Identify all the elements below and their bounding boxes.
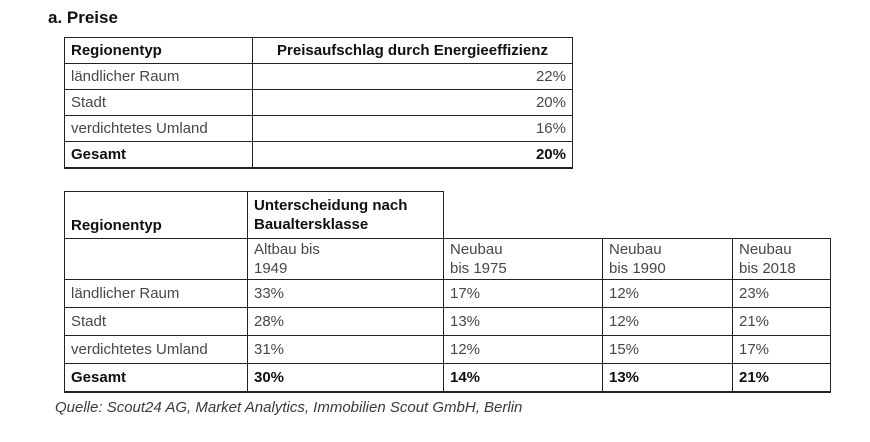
table-row: verdichtetes Umland 16% — [64, 115, 573, 142]
cell-value: 12% — [602, 279, 733, 308]
cell-value: 31% — [247, 335, 444, 364]
cell-value: 13% — [443, 307, 603, 336]
row-label: Stadt — [64, 307, 248, 336]
row-label: Stadt — [64, 89, 253, 116]
cell-value: 17% — [443, 279, 603, 308]
total-label: Gesamt — [64, 363, 248, 393]
table-row: Stadt 20% — [64, 89, 573, 116]
total-value: 13% — [602, 363, 733, 393]
empty-cell — [64, 238, 248, 280]
row-label: ländlicher Raum — [64, 63, 253, 90]
table-row: ländlicher Raum 22% — [64, 63, 573, 90]
table-row: verdichtetes Umland 31% 12% 15% 17% — [64, 335, 832, 364]
table-header-row: Regionentyp Preisaufschlag durch Energie… — [64, 37, 573, 64]
table-row: ländlicher Raum 33% 17% 12% 23% — [64, 279, 832, 308]
row-label: verdichtetes Umland — [64, 115, 253, 142]
column-header-regionentyp: Regionentyp — [64, 191, 248, 239]
table-row: Stadt 28% 13% 12% 21% — [64, 307, 832, 336]
total-value: 20% — [252, 141, 573, 169]
total-value: 30% — [247, 363, 444, 393]
empty-borderless-cell — [444, 192, 831, 239]
table-group-header-row: Regionentyp Unterscheidung nach Baualter… — [64, 191, 831, 239]
cell-value: 17% — [731, 335, 832, 364]
row-label: verdichtetes Umland — [64, 335, 248, 364]
section-heading: a. Preise — [48, 8, 118, 27]
row-label: ländlicher Raum — [64, 279, 248, 308]
cell-value: 33% — [247, 279, 444, 308]
group-header-baualtersklasse: Unterscheidung nach Baualtersklasse — [247, 191, 444, 239]
total-value: 21% — [731, 363, 832, 393]
source-note: Quelle: Scout24 AG, Market Analytics, Im… — [55, 399, 523, 416]
column-header-neubau-1975: Neubau bis 1975 — [443, 238, 603, 280]
total-label: Gesamt — [64, 141, 253, 169]
cell-value: 15% — [602, 335, 733, 364]
column-header-regionentyp: Regionentyp — [64, 37, 253, 64]
cell-value: 23% — [731, 279, 832, 308]
table-total-row: Gesamt 20% — [64, 141, 573, 169]
total-value: 14% — [443, 363, 603, 393]
table-subheader-row: Altbau bis 1949 Neubau bis 1975 Neubau b… — [64, 238, 832, 280]
building-age-table: Regionentyp Unterscheidung nach Baualter… — [64, 191, 832, 393]
row-value: 16% — [252, 115, 573, 142]
cell-value: 21% — [731, 307, 832, 336]
column-header-neubau-2018: Neubau bis 2018 — [731, 238, 832, 280]
column-header-preisaufschlag: Preisaufschlag durch Energieeffizienz — [252, 37, 573, 64]
price-surcharge-table: Regionentyp Preisaufschlag durch Energie… — [64, 37, 573, 169]
table-total-row: Gesamt 30% 14% 13% 21% — [64, 363, 832, 393]
row-value: 20% — [252, 89, 573, 116]
cell-value: 12% — [443, 335, 603, 364]
column-header-neubau-1990: Neubau bis 1990 — [602, 238, 733, 280]
row-value: 22% — [252, 63, 573, 90]
cell-value: 12% — [602, 307, 733, 336]
cell-value: 28% — [247, 307, 444, 336]
column-header-altbau-1949: Altbau bis 1949 — [247, 238, 444, 280]
